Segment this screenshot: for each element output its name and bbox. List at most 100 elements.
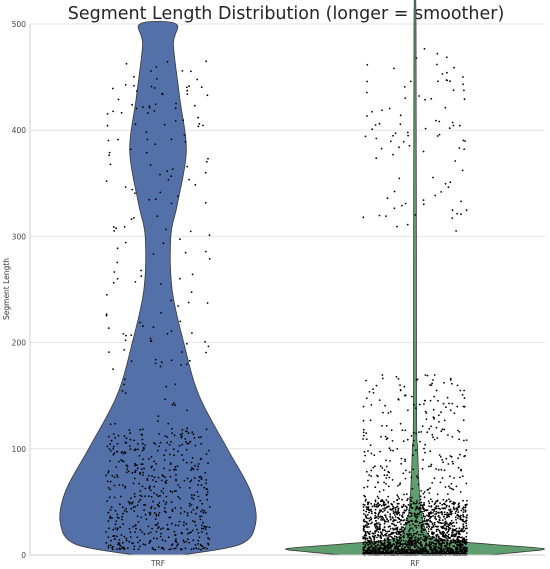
data-point [439, 508, 441, 510]
data-point [452, 124, 455, 127]
data-point [410, 515, 413, 517]
data-point [152, 500, 154, 503]
data-point [455, 532, 457, 535]
data-point [373, 454, 376, 456]
data-point [440, 430, 443, 433]
data-point [455, 230, 457, 232]
data-point [463, 148, 466, 151]
data-point [398, 538, 401, 541]
data-point [457, 539, 460, 542]
data-point [137, 521, 140, 523]
data-point [417, 508, 420, 510]
data-point [138, 482, 141, 485]
data-point [393, 501, 395, 503]
data-point [397, 378, 400, 380]
data-point [157, 546, 160, 548]
data-point [453, 477, 455, 479]
data-point [435, 119, 437, 122]
data-point [444, 544, 447, 547]
data-point [393, 547, 396, 550]
data-point [131, 188, 134, 191]
data-point [186, 528, 189, 531]
data-point [435, 535, 438, 538]
data-point [173, 547, 176, 550]
data-point [425, 539, 428, 542]
data-point [392, 528, 395, 531]
data-point [415, 542, 417, 544]
data-point [416, 500, 418, 502]
data-point [438, 421, 440, 423]
data-point [166, 332, 169, 335]
data-point [422, 203, 425, 206]
data-point [107, 139, 110, 142]
data-point [116, 247, 119, 250]
data-point [112, 281, 115, 284]
data-point [133, 75, 135, 78]
data-point [364, 514, 367, 517]
data-point [429, 498, 432, 501]
data-point [422, 520, 425, 522]
data-point [441, 540, 444, 543]
data-point [405, 540, 407, 542]
data-point [126, 465, 129, 468]
data-point [404, 97, 407, 99]
data-point [124, 378, 126, 381]
data-point [438, 518, 441, 521]
data-point [204, 201, 207, 204]
data-point [164, 480, 167, 483]
data-point [144, 504, 147, 506]
data-point [458, 527, 461, 530]
data-point [453, 412, 456, 415]
data-point [157, 495, 160, 498]
data-point [162, 475, 165, 478]
data-point [181, 532, 184, 535]
data-point [424, 451, 426, 454]
data-point [441, 428, 444, 431]
data-point [452, 506, 455, 509]
data-point [406, 131, 409, 134]
data-point [398, 521, 401, 523]
data-point [195, 547, 198, 550]
data-point [159, 365, 162, 368]
data-point [365, 470, 368, 473]
data-point [422, 529, 425, 532]
data-point [379, 465, 382, 467]
data-point [177, 495, 180, 498]
data-point [124, 392, 127, 394]
data-point [182, 459, 185, 461]
data-point [366, 530, 368, 533]
data-point [454, 541, 456, 544]
data-point [363, 504, 366, 506]
data-point [193, 494, 196, 496]
data-point [423, 491, 426, 493]
data-point [366, 63, 369, 66]
data-point [201, 502, 204, 505]
data-point [106, 445, 109, 448]
data-point [133, 510, 136, 512]
data-point [185, 461, 188, 464]
data-point [446, 511, 449, 514]
data-point [415, 379, 418, 381]
data-point [376, 495, 379, 498]
data-point [177, 543, 179, 546]
data-point [190, 469, 192, 471]
data-point [455, 518, 457, 521]
data-point [431, 433, 434, 436]
data-point [185, 86, 188, 89]
data-point [452, 501, 455, 504]
data-point [430, 521, 433, 523]
data-point [163, 454, 166, 456]
data-point [372, 552, 374, 555]
data-point [364, 541, 366, 543]
data-point [373, 538, 376, 541]
data-point [192, 508, 195, 511]
data-point [461, 548, 464, 551]
data-point [374, 500, 377, 503]
data-point [466, 527, 468, 530]
data-point [433, 521, 436, 524]
data-point [412, 444, 415, 447]
data-point [402, 548, 404, 550]
data-point [156, 215, 159, 218]
data-point [186, 514, 189, 517]
data-point [427, 550, 430, 553]
